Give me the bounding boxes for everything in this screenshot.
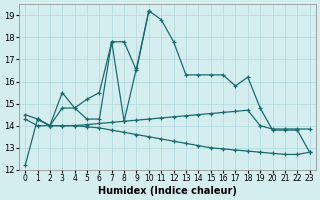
X-axis label: Humidex (Indice chaleur): Humidex (Indice chaleur): [98, 186, 237, 196]
